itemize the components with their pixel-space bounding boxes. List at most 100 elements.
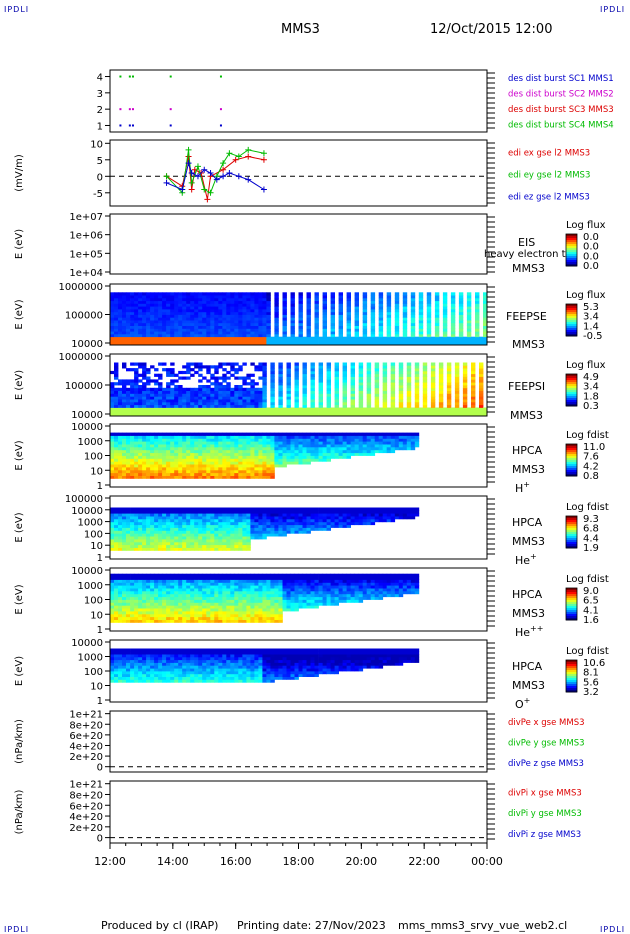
spectro-cell xyxy=(358,368,364,372)
spectro-cell xyxy=(114,390,119,394)
spectro-cell xyxy=(262,300,267,304)
spectro-cell xyxy=(218,322,223,326)
spectro-cell xyxy=(234,300,239,304)
spectro-cell xyxy=(366,396,372,400)
spectro-cell xyxy=(162,441,167,445)
spectro-cell xyxy=(146,475,151,479)
spectro-cell xyxy=(446,379,452,383)
spectro-cell xyxy=(262,435,267,439)
spectro-cell xyxy=(178,387,183,391)
spectro-cell xyxy=(186,513,191,517)
spectro-cell xyxy=(218,518,223,523)
spectro-cell xyxy=(114,461,119,465)
spectro-cell xyxy=(434,297,440,302)
spectro-cell xyxy=(254,314,259,318)
spectro-cell xyxy=(286,510,291,514)
spectro-cell xyxy=(210,513,215,517)
spectro-cell xyxy=(334,518,339,523)
spectro-cell xyxy=(342,516,347,520)
spectro-cell xyxy=(422,399,428,403)
spectro-cell xyxy=(134,472,139,476)
spectro-cell xyxy=(222,320,227,324)
spectro-cell xyxy=(218,401,223,406)
spectro-cell xyxy=(150,593,155,598)
spectro-cell xyxy=(230,311,235,315)
spectro-cell xyxy=(198,407,203,411)
spectro-cell xyxy=(218,435,223,439)
spectro-cell xyxy=(166,303,171,307)
spectro-cell xyxy=(142,510,147,514)
spectro-cell xyxy=(306,527,311,531)
spectro-cell xyxy=(298,325,303,329)
spectro-cell xyxy=(190,536,195,540)
spectro-cell xyxy=(138,322,143,326)
spectro-cell xyxy=(230,342,235,346)
spectro-cell xyxy=(390,336,396,340)
spectro-cell xyxy=(374,513,380,517)
spectro-cell xyxy=(202,432,207,436)
spectro-cell xyxy=(230,547,235,551)
spectro-cell xyxy=(483,325,488,329)
spectro-cell xyxy=(394,441,400,445)
spectro-cell xyxy=(166,596,171,600)
ytick-label-3-0: 10000 xyxy=(71,339,103,350)
spectro-cell xyxy=(182,588,187,592)
spectro-cell xyxy=(358,365,364,369)
spectro-cell xyxy=(426,342,432,346)
spectro-cell xyxy=(166,314,171,318)
spectro-cell xyxy=(270,365,275,369)
spectro-cell xyxy=(150,524,155,528)
spectro-cell xyxy=(122,530,127,534)
spectro-cell xyxy=(166,573,171,577)
spectro-cell xyxy=(186,401,191,406)
spectro-cell xyxy=(362,413,368,417)
spectro-cell xyxy=(182,370,187,375)
spectro-cell xyxy=(166,407,171,411)
spectro-cell xyxy=(170,539,175,543)
spectro-cell xyxy=(258,336,263,340)
spectro-cell xyxy=(258,524,263,528)
spectro-cell xyxy=(110,314,115,318)
spectro-cell xyxy=(146,331,151,335)
spectro-cell xyxy=(222,446,227,451)
spectro-cell xyxy=(158,507,163,511)
spectro-cell xyxy=(318,336,323,340)
spectro-cell xyxy=(402,438,408,442)
spectro-cell xyxy=(286,385,291,389)
spectro-cell xyxy=(314,303,319,307)
spectro-cell xyxy=(174,317,179,321)
spectro-cell xyxy=(314,328,319,332)
spectro-cell xyxy=(330,339,335,343)
spectro-cell xyxy=(178,292,183,296)
spectro-cell xyxy=(206,464,211,468)
spectro-cell xyxy=(214,393,219,397)
spectro-cell xyxy=(402,432,408,436)
spectro-cell xyxy=(294,438,299,442)
spectro-cell xyxy=(170,613,175,618)
spectro-cell xyxy=(298,306,303,310)
spectro-cell xyxy=(122,325,127,329)
panel-frame-1 xyxy=(109,139,488,207)
spectro-cell xyxy=(122,444,127,448)
spectro-cell xyxy=(114,309,119,313)
spectro-cell xyxy=(270,444,275,448)
spectro-cell xyxy=(294,458,299,462)
spectro-cell xyxy=(282,322,287,326)
spectro-cell xyxy=(294,449,299,454)
spectro-cell xyxy=(142,410,147,414)
spectro-cell xyxy=(290,521,295,526)
spectro-cell xyxy=(410,513,416,517)
spectro-cell xyxy=(198,527,203,531)
spectro-cell xyxy=(458,342,464,346)
spectro-cell xyxy=(186,539,191,543)
spectro-cell xyxy=(386,449,392,454)
spectro-cell xyxy=(166,524,171,528)
spectro-cell xyxy=(374,401,380,406)
spectro-cell xyxy=(206,331,211,335)
colorbar-step-3 xyxy=(566,320,577,323)
spectro-cell xyxy=(230,536,235,540)
spectro-cell xyxy=(130,432,135,436)
spectro-cell xyxy=(234,521,239,526)
spectro-cell xyxy=(382,339,388,343)
spectro-cell xyxy=(182,339,187,343)
